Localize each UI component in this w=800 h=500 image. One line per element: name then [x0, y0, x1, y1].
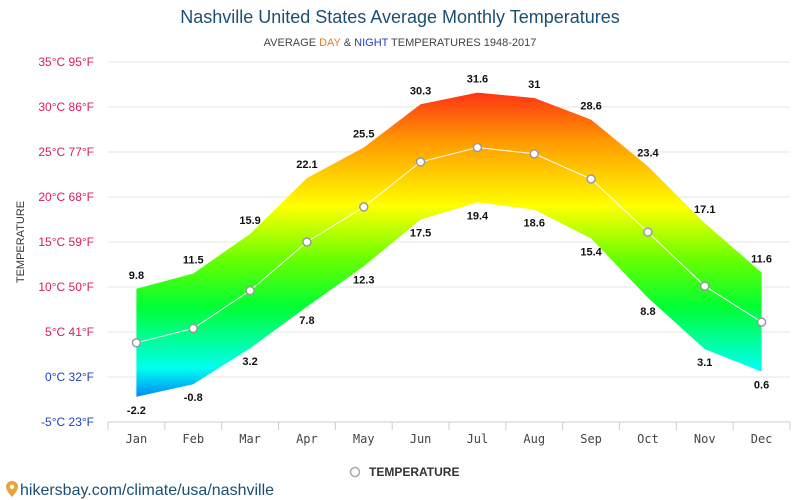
average-temperature-point[interactable]: [131, 338, 142, 348]
average-temperature-series: [131, 142, 767, 348]
night-value-label: 18.6: [524, 218, 545, 230]
day-night-range-area: [136, 92, 762, 397]
y-axis-label: TEMPERATURE: [15, 201, 27, 283]
x-axis-ticks: Jan Feb Mar Apr May Jun Jul Aug Sep Oct Nov Dec: [126, 432, 773, 446]
night-value-label: 3.2: [242, 356, 257, 368]
day-value-label: 15.9: [239, 215, 260, 227]
night-value-label: -0.8: [184, 392, 203, 404]
y-tick-label: 15°C 59°F: [38, 235, 94, 249]
night-value-label: -2.2: [127, 405, 146, 417]
night-value-label: 19.4: [467, 210, 489, 222]
subtitle-night-word: NIGHT: [354, 37, 389, 49]
average-temperature-point[interactable]: [756, 317, 767, 327]
legend[interactable]: TEMPERATURE: [349, 465, 460, 479]
day-value-label: 9.8: [129, 270, 144, 282]
data-labels: 9.8 11.5 15.9 22.1 25.5 30.3 31.6 31 28.6 23.4 17.…: [127, 74, 772, 417]
legend-label: TEMPERATURE: [369, 465, 459, 479]
y-tick-label: 10°C 50°F: [38, 280, 94, 294]
night-value-label: 0.6: [754, 380, 769, 392]
y-tick-label: 0°C 32°F: [45, 370, 94, 384]
average-temperature-point[interactable]: [529, 149, 539, 159]
day-value-label: 30.3: [410, 85, 431, 97]
subtitle-mid: &: [341, 37, 354, 49]
night-value-label: 7.8: [299, 315, 314, 327]
night-value-label: 15.4: [580, 246, 602, 258]
y-tick-label: 5°C 41°F: [45, 325, 94, 339]
x-tick-label: Sep: [580, 432, 602, 446]
average-temperature-point[interactable]: [415, 157, 426, 167]
average-temperature-line: [136, 146, 762, 344]
legend-marker-icon: [349, 466, 361, 478]
day-night-band: [136, 92, 762, 397]
y-tick-label: 25°C 77°F: [38, 145, 94, 159]
x-tick-label: May: [353, 432, 375, 446]
average-temperature-point[interactable]: [643, 227, 653, 237]
source-url: hikersbay.com/climate/usa/nashville: [20, 482, 274, 499]
night-value-label: 3.1: [697, 357, 712, 369]
subtitle-day-word: DAY: [319, 37, 341, 49]
x-tick-label: Jul: [467, 432, 489, 446]
day-value-label: 25.5: [353, 129, 374, 141]
x-tick-label: Jun: [410, 432, 432, 446]
map-pin-icon: [6, 481, 18, 497]
subtitle-prefix: AVERAGE: [264, 37, 319, 49]
night-value-label: 8.8: [640, 306, 655, 318]
x-tick-label: Dec: [751, 432, 773, 446]
y-tick-label: 30°C 86°F: [38, 100, 94, 114]
y-tick-label: 35°C 95°F: [38, 55, 94, 69]
y-tick-label: -5°C 23°F: [41, 415, 94, 429]
night-value-label: 17.5: [410, 228, 431, 240]
x-tick-label: Jan: [126, 432, 148, 446]
night-value-label: 12.3: [353, 274, 374, 286]
average-temperature-point[interactable]: [472, 142, 483, 153]
average-temperature-point[interactable]: [188, 323, 198, 334]
average-temperature-point[interactable]: [245, 285, 255, 296]
subtitle-suffix: TEMPERATURES 1948-2017: [388, 37, 536, 49]
chart-title: Nashville United States Average Monthly …: [180, 7, 620, 27]
day-value-label: 28.6: [580, 101, 601, 113]
x-tick-label: Mar: [239, 432, 261, 446]
x-tick-label: Nov: [694, 432, 716, 446]
average-temperature-point[interactable]: [700, 281, 710, 291]
x-tick-label: Aug: [523, 432, 545, 446]
day-value-label: 11.6: [751, 254, 772, 266]
day-value-label: 11.5: [183, 255, 204, 267]
day-value-label: 22.1: [296, 159, 317, 171]
day-value-label: 17.1: [694, 204, 715, 216]
day-value-label: 23.4: [637, 147, 659, 159]
average-temperature-point[interactable]: [359, 202, 369, 212]
y-axis-ticks: 35°C 95°F 30°C 86°F 25°C 77°F 20°C 68°F 15°C…: [38, 55, 94, 429]
day-value-label: 31: [528, 79, 540, 91]
average-temperature-point[interactable]: [586, 174, 596, 184]
y-tick-label: 20°C 68°F: [38, 190, 94, 204]
chart-subtitle: AVERAGE DAY & NIGHT TEMPERATURES 1948-20…: [264, 37, 537, 49]
day-value-label: 31.6: [467, 74, 488, 86]
average-temperature-point[interactable]: [302, 237, 312, 247]
source-link[interactable]: hikersbay.com/climate/usa/nashville: [6, 481, 274, 499]
x-tick-label: Apr: [296, 432, 318, 446]
x-tick-label: Feb: [182, 432, 204, 446]
x-tick-label: Oct: [637, 432, 659, 446]
